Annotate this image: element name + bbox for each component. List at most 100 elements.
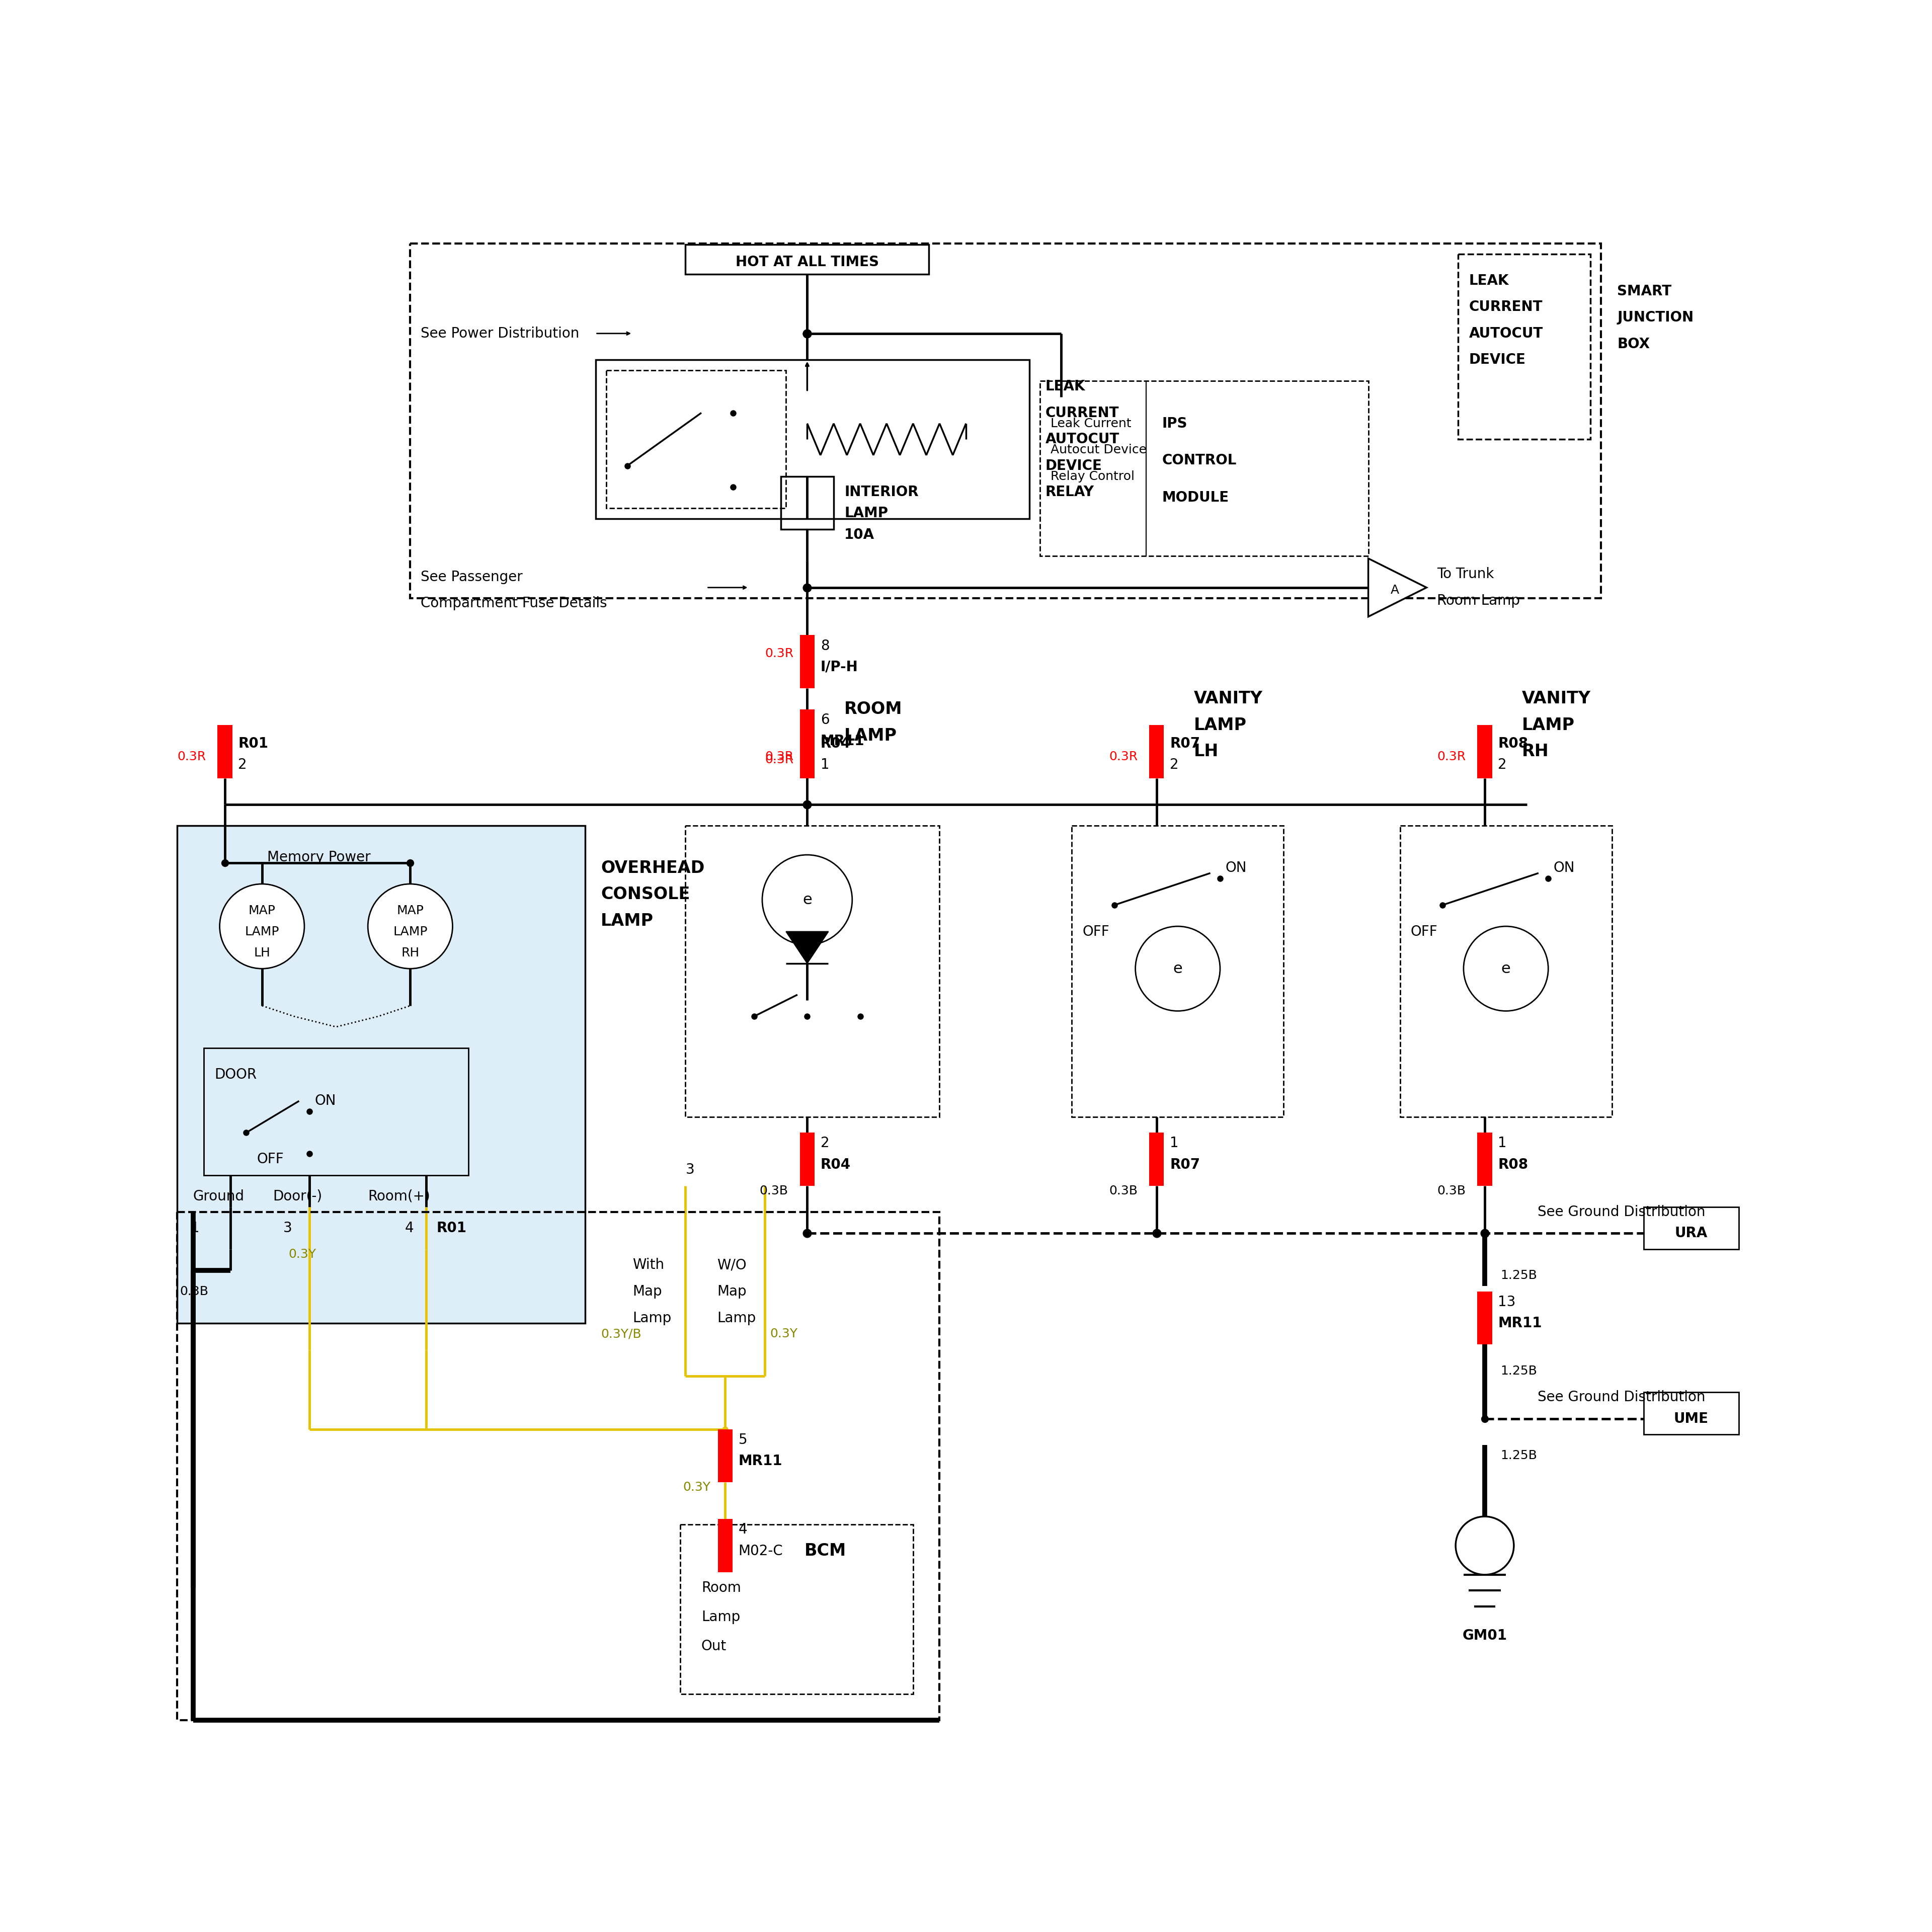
Text: CONTROL: CONTROL: [1161, 454, 1236, 468]
Text: Map: Map: [632, 1285, 663, 1298]
Text: ON: ON: [315, 1094, 336, 1109]
Text: 0.3B: 0.3B: [1437, 1184, 1466, 1198]
Text: 1.25B: 1.25B: [1501, 1364, 1538, 1378]
Text: OFF: OFF: [1082, 925, 1109, 939]
Circle shape: [1136, 925, 1221, 1010]
Text: JUNCTION: JUNCTION: [1617, 311, 1694, 325]
Text: CONSOLE: CONSOLE: [601, 887, 690, 902]
Text: 2: 2: [821, 1136, 829, 1150]
Bar: [800, 636, 815, 688]
Text: W/O: W/O: [717, 1258, 746, 1271]
Bar: [680, 1524, 914, 1694]
Bar: [800, 1132, 815, 1186]
Bar: [686, 245, 929, 274]
Text: Autocut Device: Autocut Device: [1051, 444, 1148, 456]
Text: 0.3Y/B: 0.3Y/B: [601, 1327, 641, 1341]
Text: 0.3Y: 0.3Y: [288, 1248, 317, 1260]
Text: OVERHEAD: OVERHEAD: [601, 860, 705, 877]
Text: With: With: [632, 1258, 665, 1271]
Text: AUTOCUT: AUTOCUT: [1045, 433, 1119, 446]
Text: 1: 1: [821, 757, 829, 773]
Text: e: e: [1501, 962, 1511, 976]
Text: LEAK: LEAK: [1045, 379, 1086, 394]
Text: 2: 2: [1169, 757, 1179, 773]
Text: OFF: OFF: [257, 1151, 284, 1167]
Text: LAMP: LAMP: [844, 506, 889, 520]
Text: RH: RH: [1522, 744, 1549, 759]
Text: OFF: OFF: [1410, 925, 1437, 939]
Text: DEVICE: DEVICE: [1045, 458, 1101, 473]
Bar: [1478, 1132, 1492, 1186]
Text: Out: Out: [701, 1638, 726, 1654]
Text: RH: RH: [402, 947, 419, 958]
Text: M02-C: M02-C: [738, 1544, 782, 1557]
Bar: [1478, 725, 1492, 779]
Circle shape: [220, 885, 305, 968]
Bar: [607, 371, 786, 508]
Text: LH: LH: [253, 947, 270, 958]
Text: See Ground Distribution: See Ground Distribution: [1538, 1391, 1706, 1405]
Text: See Passenger: See Passenger: [421, 570, 524, 583]
Text: Memory Power: Memory Power: [267, 850, 371, 864]
Text: 1: 1: [1169, 1136, 1179, 1150]
Text: Compartment Fuse Details: Compartment Fuse Details: [421, 597, 607, 611]
Text: To Trunk: To Trunk: [1437, 568, 1493, 582]
Text: 0.3B: 0.3B: [759, 1184, 788, 1198]
Text: R01: R01: [238, 736, 269, 752]
Text: ON: ON: [1225, 862, 1246, 875]
Text: CURRENT: CURRENT: [1468, 299, 1542, 315]
Text: 1: 1: [191, 1221, 199, 1235]
Text: 1: 1: [1497, 1136, 1507, 1150]
Text: 0.3B: 0.3B: [1109, 1184, 1138, 1198]
Text: LAMP: LAMP: [844, 728, 896, 744]
Text: R07: R07: [1169, 736, 1200, 752]
Bar: [218, 725, 232, 779]
Bar: [178, 825, 585, 1323]
Text: GM01: GM01: [1463, 1629, 1507, 1642]
Text: MR11: MR11: [821, 734, 864, 748]
Bar: [1150, 1132, 1163, 1186]
Bar: [719, 1430, 732, 1482]
Circle shape: [367, 885, 452, 968]
Text: e: e: [802, 893, 811, 908]
Text: Map: Map: [717, 1285, 746, 1298]
Text: 8: 8: [821, 639, 829, 653]
Text: R01: R01: [437, 1221, 468, 1235]
Text: IPS: IPS: [1161, 417, 1188, 431]
Text: CURRENT: CURRENT: [1045, 406, 1119, 419]
Text: DOOR: DOOR: [214, 1068, 257, 1082]
Polygon shape: [786, 931, 829, 964]
Text: Room(+): Room(+): [367, 1190, 431, 1204]
Text: AUTOCUT: AUTOCUT: [1468, 327, 1544, 340]
Text: MR11: MR11: [738, 1455, 782, 1468]
Text: LAMP: LAMP: [1194, 717, 1246, 734]
Bar: [178, 1211, 939, 1719]
Text: LAMP: LAMP: [601, 912, 653, 929]
Text: 5: 5: [738, 1434, 748, 1447]
Text: R07: R07: [1169, 1157, 1200, 1171]
Text: 0.3R: 0.3R: [765, 753, 794, 765]
Text: See Power Distribution: See Power Distribution: [421, 327, 580, 340]
Text: 1.25B: 1.25B: [1501, 1449, 1538, 1463]
Bar: [595, 359, 1030, 518]
Text: HOT AT ALL TIMES: HOT AT ALL TIMES: [736, 255, 879, 269]
Bar: [1644, 1208, 1739, 1250]
Bar: [1039, 381, 1368, 556]
Bar: [1459, 255, 1590, 439]
Text: ON: ON: [1553, 862, 1575, 875]
Bar: [410, 243, 1602, 599]
Text: RELAY: RELAY: [1045, 485, 1094, 498]
Bar: [1478, 1291, 1492, 1345]
Text: R08: R08: [1497, 1157, 1528, 1171]
Text: BOX: BOX: [1617, 336, 1650, 352]
Text: 2: 2: [238, 757, 247, 773]
Text: ROOM: ROOM: [844, 701, 902, 717]
Text: 1.25B: 1.25B: [1501, 1269, 1538, 1281]
Text: MR11: MR11: [1497, 1316, 1542, 1331]
Text: Room Lamp: Room Lamp: [1437, 593, 1520, 609]
Text: e: e: [1173, 962, 1182, 976]
Bar: [1150, 725, 1163, 779]
Text: LAMP: LAMP: [245, 925, 280, 937]
Text: VANITY: VANITY: [1522, 690, 1590, 707]
Text: LH: LH: [1194, 744, 1219, 759]
